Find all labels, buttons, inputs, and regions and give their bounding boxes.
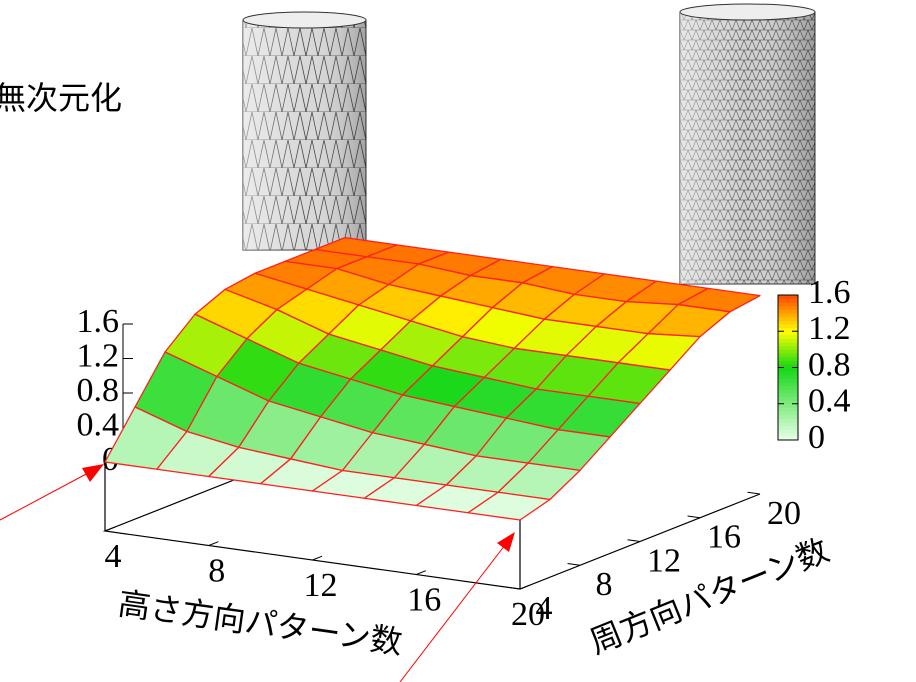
colorbar-band: [778, 353, 798, 357]
colorbar-band: [778, 320, 798, 324]
colorbar-band: [778, 299, 798, 303]
colorbar-band: [778, 349, 798, 353]
x-tick: [209, 542, 219, 546]
z-tick-label: 0.8: [77, 372, 120, 409]
colorbar-band: [778, 371, 798, 375]
y-tick: [748, 492, 760, 494]
colorbar-band: [778, 389, 798, 393]
y-tick: [568, 564, 580, 566]
colorbar-tick-label: 0.8: [808, 346, 851, 383]
x-tick: [313, 556, 323, 560]
colorbar-band: [778, 397, 798, 401]
x-tick: [520, 585, 530, 589]
y-tick: [508, 587, 520, 589]
colorbar-tick-label: 0.4: [808, 383, 851, 420]
y-tick-label: 8: [596, 566, 613, 603]
z-tick-label: 1.2: [77, 337, 120, 374]
colorbar-band: [778, 335, 798, 339]
colorbar-band: [778, 375, 798, 379]
cylinder-fine: [680, 4, 815, 284]
x-tick: [105, 527, 115, 531]
colorbar-band: [778, 382, 798, 386]
colorbar-band: [778, 346, 798, 350]
colorbar-band: [778, 368, 798, 372]
plot-area: 00.40.81.21.64812162048121620高さ方向パターン数周方…: [77, 238, 851, 662]
colorbar-band: [778, 324, 798, 328]
colorbar-band: [778, 313, 798, 317]
colorbar-band: [778, 386, 798, 390]
y-tick-label: 16: [707, 519, 741, 556]
colorbar-band: [778, 404, 798, 408]
cylinder-coarse: [243, 12, 366, 250]
colorbar-band: [778, 429, 798, 433]
colorbar-band: [778, 360, 798, 364]
y-tick-label: 4: [536, 590, 553, 627]
y-tick: [688, 516, 700, 518]
chart: 無次元化 00.40.81.21.64812162048121620高さ方向パタ…: [0, 0, 916, 682]
colorbar-band: [778, 331, 798, 335]
chart-title: 無次元化: [0, 79, 122, 117]
colorbar-band: [778, 378, 798, 382]
colorbar-tick-label: 1.6: [808, 274, 851, 311]
colorbar-band: [778, 357, 798, 361]
z-tick-label: 1.6: [77, 303, 120, 340]
colorbar-band: [778, 411, 798, 415]
colorbar-band: [778, 302, 798, 306]
colorbar-band: [778, 295, 798, 299]
y-tick: [628, 540, 640, 542]
x-tick-label: 8: [208, 552, 225, 589]
colorbar-band: [778, 418, 798, 422]
colorbar-band: [778, 317, 798, 321]
colorbar-tick-label: 1.2: [808, 310, 851, 347]
colorbar-band: [778, 422, 798, 426]
colorbar-tick-label: 0: [808, 419, 825, 456]
colorbar-band: [778, 342, 798, 346]
y-tick-label: 12: [647, 542, 681, 579]
x-tick-label: 4: [105, 538, 122, 575]
colorbar-band: [778, 393, 798, 397]
z-tick-label: 0.4: [77, 406, 120, 443]
x-axis-label: 高さ方向パターン数: [116, 584, 405, 661]
colorbar-band: [778, 415, 798, 419]
colorbar-band: [778, 407, 798, 411]
x-tick: [416, 571, 426, 575]
colorbar-band: [778, 306, 798, 310]
colorbar-band: [778, 310, 798, 314]
colorbar-band: [778, 339, 798, 343]
x-tick-label: 16: [407, 581, 441, 618]
colorbar-band: [778, 426, 798, 430]
x-tick-label: 12: [304, 567, 338, 604]
page: {"chart_data": {"type": "surface", "titl…: [0, 0, 916, 682]
colorbar-band: [778, 433, 798, 437]
y-tick-label: 20: [767, 495, 801, 532]
